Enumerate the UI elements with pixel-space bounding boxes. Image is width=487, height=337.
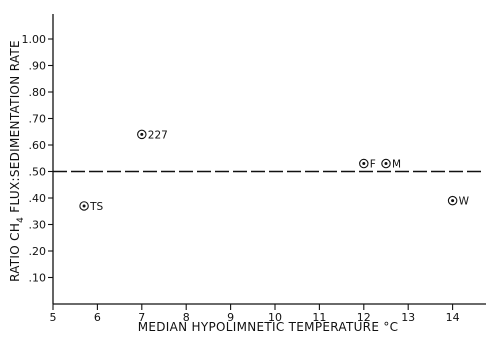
y-tick-label: .80 [29,86,47,99]
data-points: TS 227 F M W [79,129,470,213]
x-tick-label: 9 [227,311,234,324]
x-tick-label: 12 [357,311,371,324]
y-title-part: RATIO CH [8,223,22,282]
x-tick-label: 7 [138,311,145,324]
x-tick-label: 8 [183,311,190,324]
point-center [82,204,86,208]
axes [52,14,486,305]
data-point: W [447,196,470,208]
y-axis-title: RATIO CH4 FLUX:SEDIMENTATION RATE [8,40,26,282]
y-tick-label: .50 [29,166,47,179]
y-tick-label: .10 [29,272,47,285]
point-center [140,132,144,136]
data-point: 227 [137,129,168,141]
y-tick-label: 1.00 [22,33,47,46]
y-tick-label: .70 [29,113,47,126]
y-title-part: FLUX:SEDIMENTATION RATE [8,40,22,217]
point-label: W [459,196,470,208]
x-tick-label: 5 [50,311,57,324]
x-tick-label: 11 [312,311,326,324]
point-center [451,199,455,203]
point-label: TS [89,201,103,213]
x-tick-label: 6 [94,311,101,324]
point-label: 227 [148,129,168,141]
y-tick-label: .30 [29,219,47,232]
point-label: M [392,159,401,171]
y-ticks: .10 .20 .30 .40 .50 .60 .70 .80 .90 1.00 [22,33,53,285]
x-axis-title: MEDIAN HYPOLIMNETIC TEMPERATURE °C [138,320,399,334]
y-title-subscript: 4 [16,217,26,223]
point-center [384,162,388,166]
y-tick-label: .90 [29,60,47,73]
data-point: F [359,159,376,171]
data-point: TS [79,201,103,213]
x-tick-label: 14 [446,311,460,324]
y-tick-label: .20 [29,245,47,258]
x-tick-label: 13 [401,311,415,324]
point-label: F [370,159,376,171]
data-point: M [381,159,401,171]
x-ticks: 5 6 7 8 9 10 11 12 13 14 [50,304,460,324]
y-tick-label: .40 [29,192,47,205]
y-tick-label: .60 [29,139,47,152]
point-center [362,162,366,166]
x-tick-label: 10 [268,311,282,324]
